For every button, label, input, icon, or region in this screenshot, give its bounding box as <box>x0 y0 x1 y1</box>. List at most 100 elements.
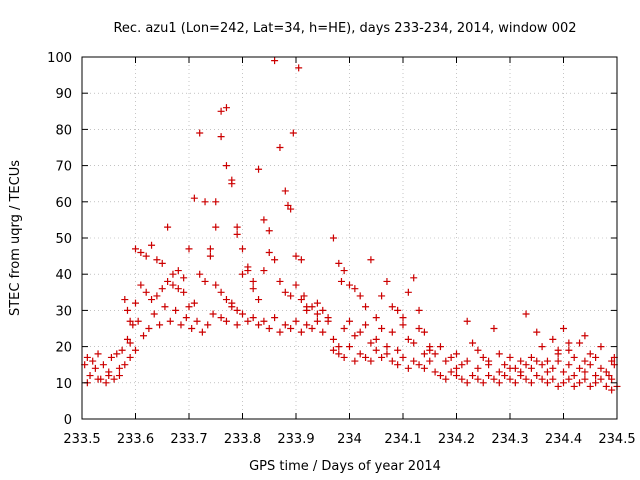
data-point <box>543 379 551 387</box>
data-point <box>538 343 546 351</box>
data-point <box>346 317 353 325</box>
data-point <box>190 299 198 307</box>
data-point <box>287 205 295 213</box>
y-tick-label: 70 <box>55 160 72 175</box>
data-point <box>217 288 225 296</box>
data-point <box>132 245 139 253</box>
data-point <box>335 350 343 358</box>
data-point <box>410 274 418 282</box>
data-point <box>110 375 118 383</box>
data-point <box>570 382 578 390</box>
data-point <box>335 343 343 351</box>
data-point <box>123 335 131 343</box>
data-point <box>217 314 225 322</box>
data-point <box>383 277 391 285</box>
data-point <box>367 357 375 365</box>
data-point <box>121 361 129 369</box>
data-point <box>415 306 423 314</box>
data-point <box>549 364 557 372</box>
data-point <box>362 353 370 361</box>
x-tick-label: 234.1 <box>384 432 421 447</box>
data-point <box>239 310 246 318</box>
data-point <box>233 230 241 238</box>
data-point <box>565 346 573 354</box>
data-point <box>351 332 359 340</box>
data-point <box>158 259 166 267</box>
data-point <box>426 357 434 365</box>
data-point <box>145 325 153 332</box>
data-point <box>233 306 241 314</box>
data-point <box>522 375 530 383</box>
data-point <box>198 328 206 336</box>
data-point <box>150 310 158 318</box>
x-tick-label: 233.6 <box>117 432 154 447</box>
data-point <box>126 353 134 361</box>
data-point <box>517 357 525 365</box>
data-point <box>420 328 428 336</box>
data-point <box>453 350 460 358</box>
data-point <box>329 346 337 354</box>
data-point <box>118 346 126 354</box>
data-point <box>140 332 148 340</box>
data-point <box>228 303 236 311</box>
data-point <box>372 314 380 322</box>
data-point <box>142 252 150 260</box>
data-point <box>281 288 289 296</box>
data-point <box>324 317 332 325</box>
data-point <box>99 361 107 369</box>
data-point <box>233 321 241 329</box>
data-point <box>420 350 428 358</box>
data-point <box>164 277 172 285</box>
data-point <box>340 353 348 361</box>
y-tick-label: 20 <box>55 341 72 356</box>
data-point <box>169 281 177 289</box>
data-point <box>522 310 530 318</box>
data-point <box>560 368 567 376</box>
y-tick-label: 60 <box>55 196 72 211</box>
data-point <box>126 317 134 325</box>
data-point <box>319 328 327 336</box>
x-tick-label: 234.3 <box>491 432 528 447</box>
data-point <box>319 306 327 314</box>
data-point <box>474 364 482 372</box>
data-point <box>581 357 589 365</box>
data-point <box>212 281 220 289</box>
data-point <box>453 364 460 372</box>
data-point <box>94 350 102 358</box>
data-point <box>329 234 337 242</box>
y-tick-label: 100 <box>47 51 72 66</box>
data-point <box>474 375 482 383</box>
data-point <box>602 368 610 376</box>
data-point <box>394 346 402 354</box>
y-tick-label: 40 <box>55 268 72 283</box>
data-point <box>410 339 418 347</box>
data-point <box>447 368 455 376</box>
data-point <box>212 223 220 231</box>
data-point <box>538 361 546 369</box>
data-point <box>356 350 364 358</box>
data-point <box>132 346 139 354</box>
data-point <box>121 296 129 304</box>
x-tick-label: 234 <box>337 432 362 447</box>
data-point <box>297 328 305 336</box>
data-point <box>233 223 241 231</box>
data-point <box>287 325 295 332</box>
data-point <box>415 325 423 332</box>
y-tick-label: 90 <box>55 87 72 102</box>
data-point <box>217 107 225 115</box>
x-tick-label: 233.9 <box>277 432 314 447</box>
data-point <box>180 274 188 282</box>
data-point <box>431 368 439 376</box>
data-point <box>388 328 396 336</box>
data-points <box>81 57 621 394</box>
data-point <box>123 306 131 314</box>
data-point <box>495 379 503 387</box>
data-point <box>436 343 444 351</box>
data-point <box>399 321 407 329</box>
data-point <box>506 353 514 361</box>
data-point <box>367 339 375 347</box>
data-point <box>506 375 514 383</box>
data-point <box>276 328 284 336</box>
data-point <box>404 335 412 343</box>
data-point <box>399 353 407 361</box>
